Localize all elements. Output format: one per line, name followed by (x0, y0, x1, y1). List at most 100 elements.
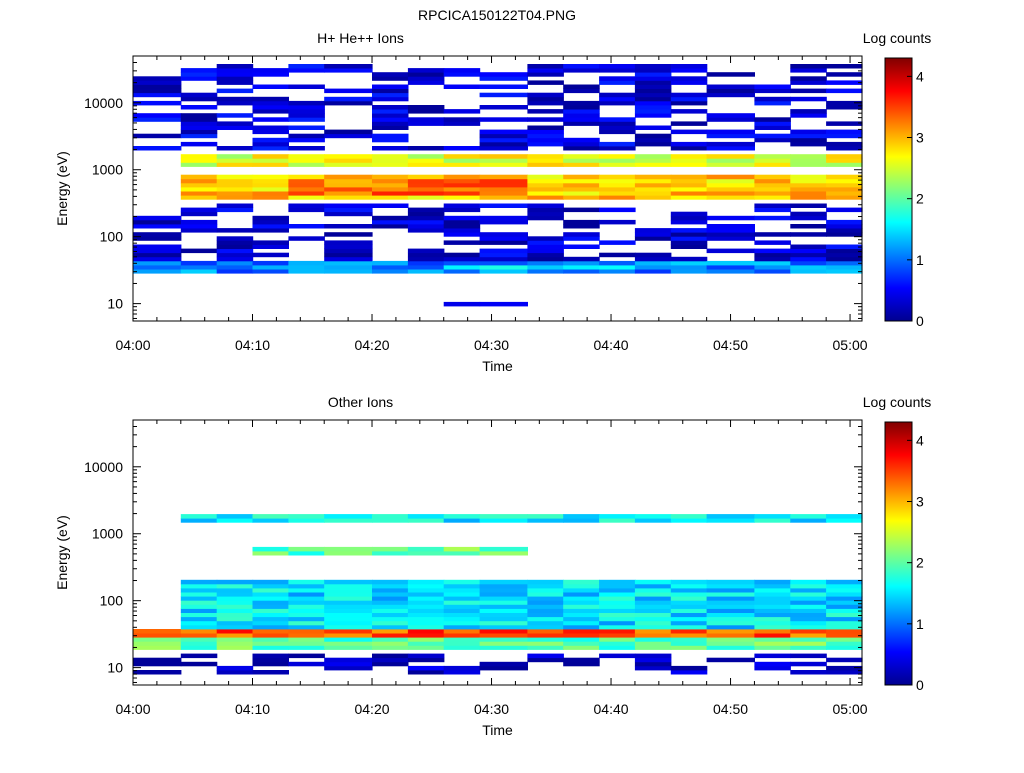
heatmap-cell (826, 665, 863, 671)
heatmap-cell (180, 92, 218, 98)
heatmap-cell (133, 670, 182, 675)
heatmap-cell (670, 109, 708, 114)
heatmap-cell (826, 612, 863, 618)
heatmap-cell (563, 612, 600, 618)
heatmap-cell (252, 174, 289, 180)
heatmap-cell (706, 637, 755, 642)
heatmap-cell (216, 203, 254, 208)
heatmap-cell (670, 269, 708, 274)
heatmap-cell (826, 187, 863, 192)
heatmap-cell (706, 265, 755, 270)
heatmap-cell (670, 92, 708, 98)
heatmap-cell (599, 653, 636, 659)
colorbar-tick-label: 4 (916, 432, 924, 448)
colorbar-tick-label: 0 (916, 677, 924, 693)
heatmap-cell (216, 604, 254, 609)
heatmap-cell (563, 68, 600, 73)
heatmap-cell (443, 616, 481, 622)
heatmap-cell (670, 211, 708, 217)
heatmap-cell (252, 146, 289, 151)
heatmap-cell (599, 154, 636, 159)
heatmap-cell (443, 665, 481, 671)
heatmap-cells (133, 64, 863, 307)
heatmap-cell (288, 84, 325, 89)
heatmap-cell (599, 129, 636, 135)
heatmap-cell (479, 596, 528, 601)
heatmap-cell (443, 260, 481, 266)
heatmap-cell (252, 191, 289, 196)
heatmap-cell (216, 154, 254, 159)
heatmap-cell (790, 583, 827, 589)
heatmap-cell (216, 514, 254, 519)
x-tick-label: 04:00 (115, 337, 150, 353)
heatmap-cell (324, 588, 373, 593)
heatmap-cell (754, 125, 791, 130)
heatmap-cell (324, 657, 373, 663)
heatmap-cell (790, 178, 827, 184)
heatmap-cell (252, 260, 289, 266)
heatmap-cell (180, 105, 218, 110)
heatmap-cell (754, 117, 791, 122)
heatmap-cell (527, 637, 564, 642)
heatmap-cell (479, 240, 528, 245)
heatmap-cell (216, 244, 254, 249)
heatmap-cell (216, 579, 254, 585)
heatmap-cell (133, 633, 182, 638)
heatmap-cell (670, 141, 708, 147)
heatmap-cell (443, 645, 481, 650)
heatmap-cell (670, 121, 708, 126)
heatmap-cell (479, 232, 528, 237)
heatmap-cell (599, 240, 636, 245)
heatmap-cell (216, 665, 254, 671)
heatmap-cell (634, 68, 672, 73)
heatmap-cell (443, 154, 481, 159)
heatmap-cell (252, 616, 289, 622)
heatmap-cell (479, 514, 528, 519)
heatmap-cell (288, 203, 325, 208)
heatmap-cell (670, 633, 708, 638)
heatmap-cell (252, 608, 289, 613)
heatmap-cell (527, 187, 564, 192)
heatmap-cell (599, 637, 636, 642)
heatmap-cell (479, 76, 528, 81)
heatmap-cell (826, 252, 863, 258)
heatmap-cell (252, 137, 289, 143)
heatmap-cell (670, 583, 708, 589)
heatmap-cell (790, 608, 827, 613)
heatmap-cell (324, 612, 373, 618)
colorbar-tick-label: 3 (916, 494, 924, 510)
heatmap-cell (670, 68, 708, 73)
heatmap-cell (288, 583, 325, 589)
heatmap-cell (443, 265, 481, 270)
heatmap-cell (754, 88, 791, 94)
heatmap-cell (288, 588, 325, 593)
heatmap-cell (407, 105, 445, 110)
heatmap-cell (180, 125, 218, 130)
heatmap-cell (252, 592, 289, 597)
heatmap-cell (180, 579, 218, 585)
heatmap-cell (216, 633, 254, 638)
heatmap-cell (599, 96, 636, 102)
heatmap-cell (479, 588, 528, 593)
heatmap-cell (634, 583, 672, 589)
heatmap-cell (324, 195, 373, 200)
heatmap-cell (443, 68, 481, 73)
heatmap-cell (216, 88, 254, 94)
heatmap-cell (133, 80, 182, 85)
heatmap-cell (790, 596, 827, 601)
plot-frame (132, 55, 863, 322)
heatmap-cell (670, 260, 708, 266)
heatmap-cell (372, 645, 409, 650)
heatmap-cell (180, 588, 218, 593)
heatmap-cell (407, 174, 445, 180)
heatmap-cell (563, 256, 600, 262)
heatmap-cell (324, 633, 373, 638)
heatmap-cell (324, 645, 373, 650)
heatmap-cell (324, 244, 373, 249)
heatmap-cell (826, 182, 863, 188)
heatmap-cell (527, 260, 564, 266)
heatmap-cell (634, 162, 672, 167)
heatmap-cell (706, 260, 755, 266)
heatmap-cell (527, 182, 564, 188)
heatmap-cell (790, 244, 827, 249)
